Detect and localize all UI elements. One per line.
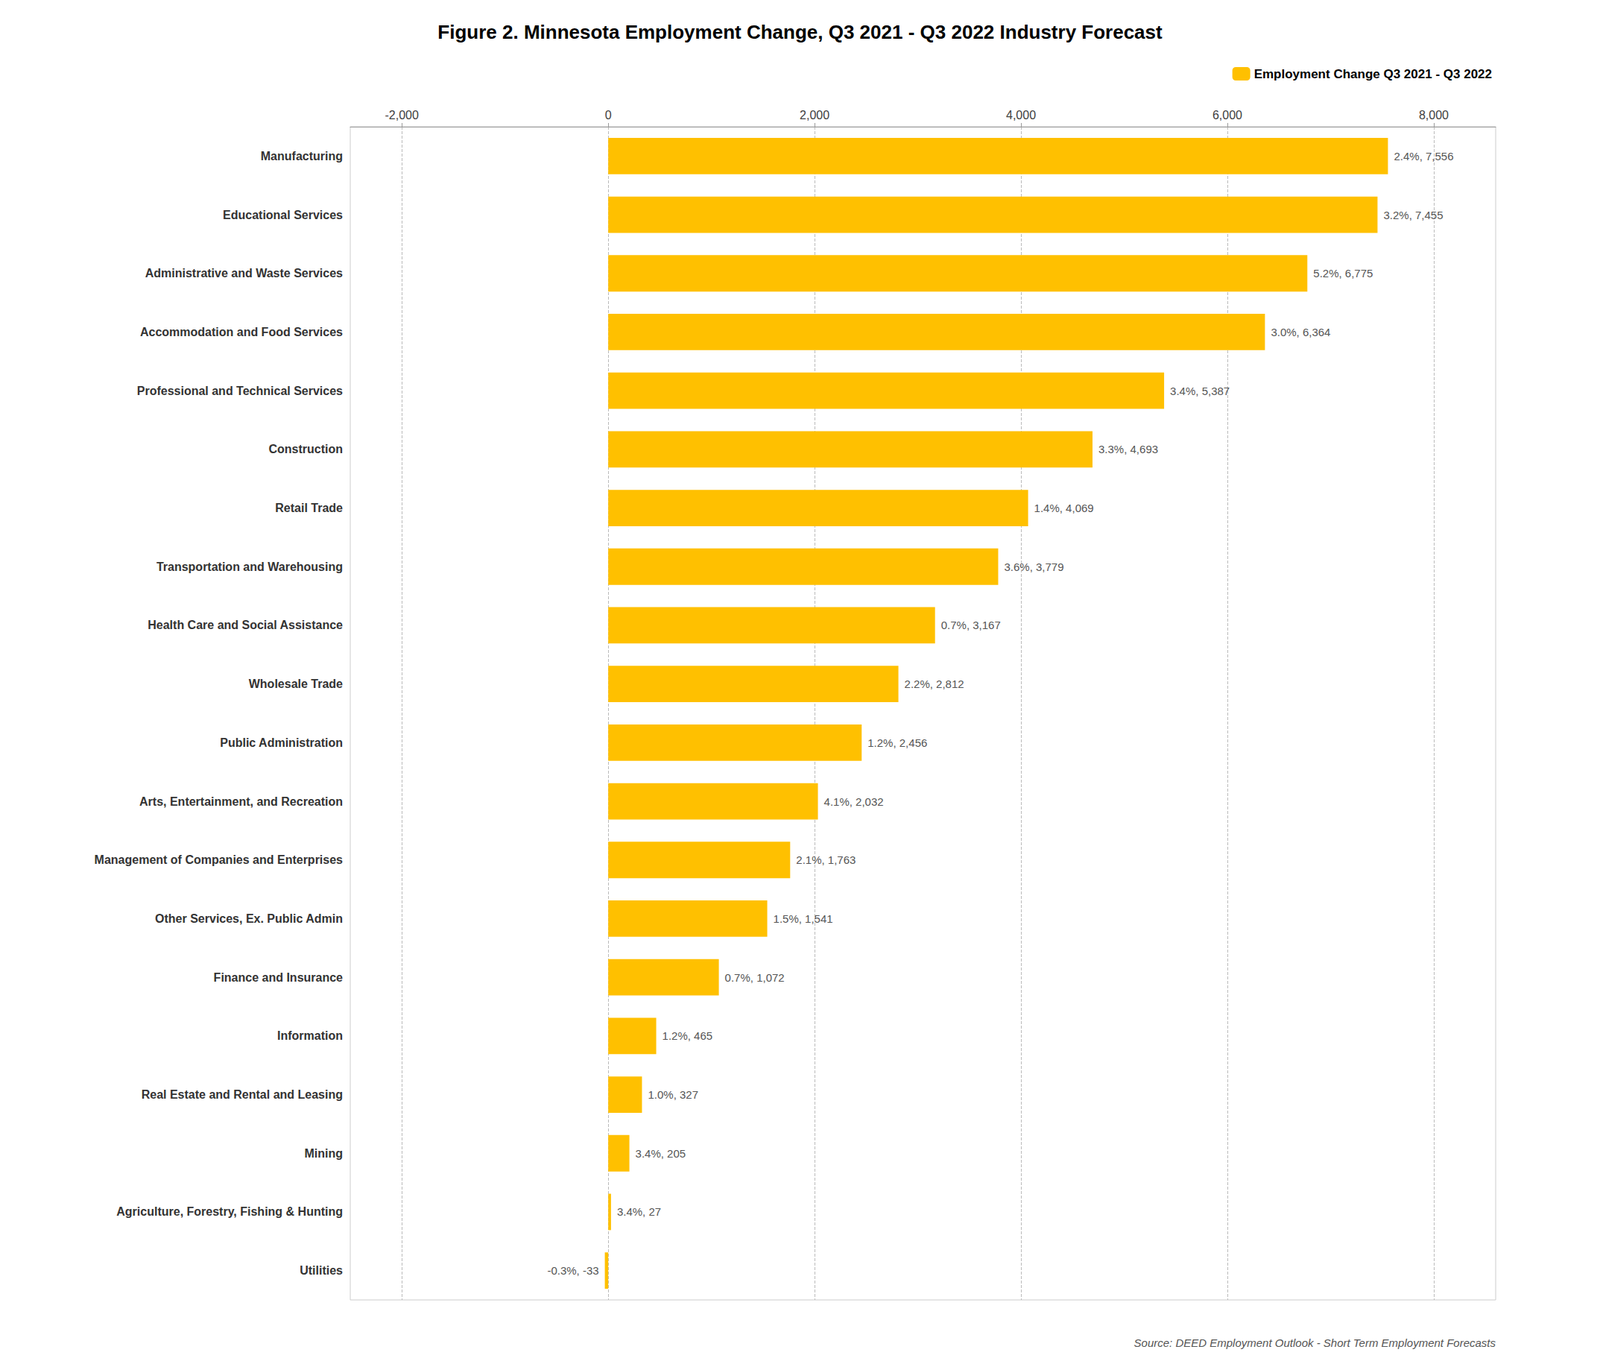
svg-text:Accommodation and Food Service: Accommodation and Food Services xyxy=(140,325,343,339)
svg-text:3.4%, 5,387: 3.4%, 5,387 xyxy=(1170,384,1230,398)
svg-text:3.6%, 3,779: 3.6%, 3,779 xyxy=(1003,560,1064,574)
svg-text:1.4%, 4,069: 1.4%, 4,069 xyxy=(1034,501,1094,515)
svg-text:Wholesale Trade: Wholesale Trade xyxy=(248,677,343,691)
svg-text:Health Care and Social Assista: Health Care and Social Assistance xyxy=(147,618,343,632)
svg-text:Real Estate and Rental and Lea: Real Estate and Rental and Leasing xyxy=(141,1088,343,1101)
svg-text:5.2%, 6,775: 5.2%, 6,775 xyxy=(1313,266,1373,280)
svg-text:Employment Change Q3 2021 - Q3: Employment Change Q3 2021 - Q3 2022 xyxy=(1254,67,1492,82)
svg-text:2.1%, 1,763: 2.1%, 1,763 xyxy=(795,853,856,866)
svg-text:Agriculture, Forestry, Fishing: Agriculture, Forestry, Fishing & Hunting xyxy=(116,1205,343,1218)
svg-text:1.2%, 465: 1.2%, 465 xyxy=(662,1029,714,1042)
svg-text:Utilities: Utilities xyxy=(299,1263,343,1277)
svg-text:2.2%, 2,812: 2.2%, 2,812 xyxy=(904,677,965,691)
svg-text:8,000: 8,000 xyxy=(1418,108,1449,122)
svg-text:Figure 2. Minnesota Employment: Figure 2. Minnesota Employment Change, Q… xyxy=(437,20,1163,44)
svg-text:2.4%, 7,556: 2.4%, 7,556 xyxy=(1393,149,1454,163)
svg-text:Construction: Construction xyxy=(268,442,343,456)
svg-text:6,000: 6,000 xyxy=(1212,108,1243,122)
svg-text:1.5%, 1,541: 1.5%, 1,541 xyxy=(773,912,834,925)
svg-text:0: 0 xyxy=(605,108,612,122)
svg-text:4.1%, 2,032: 4.1%, 2,032 xyxy=(824,795,884,808)
svg-text:Manufacturing: Manufacturing xyxy=(260,149,343,163)
svg-text:3.3%, 4,693: 3.3%, 4,693 xyxy=(1098,442,1159,456)
svg-text:1.0%, 327: 1.0%, 327 xyxy=(647,1088,699,1101)
svg-text:2,000: 2,000 xyxy=(799,108,830,122)
svg-text:Public Administration: Public Administration xyxy=(219,736,343,749)
svg-text:-0.3%, -33: -0.3%, -33 xyxy=(546,1263,599,1277)
svg-text:0.7%, 3,167: 0.7%, 3,167 xyxy=(941,618,1001,632)
svg-text:Administrative and Waste Servi: Administrative and Waste Services xyxy=(145,266,343,280)
svg-text:Professional and Technical Ser: Professional and Technical Services xyxy=(137,384,343,398)
svg-text:Retail Trade: Retail Trade xyxy=(274,501,343,515)
svg-text:-2,000: -2,000 xyxy=(385,108,419,122)
svg-text:Management of Companies and En: Management of Companies and Enterprises xyxy=(94,853,344,866)
svg-text:Other Services, Ex. Public Adm: Other Services, Ex. Public Admin xyxy=(155,912,343,925)
svg-text:3.0%, 6,364: 3.0%, 6,364 xyxy=(1270,325,1331,339)
svg-text:Transportation and Warehousing: Transportation and Warehousing xyxy=(156,560,343,574)
svg-text:0.7%, 1,072: 0.7%, 1,072 xyxy=(725,971,785,984)
svg-text:3.4%, 205: 3.4%, 205 xyxy=(635,1146,687,1160)
svg-text:4,000: 4,000 xyxy=(1006,108,1036,122)
svg-text:Arts, Entertainment, and Recre: Arts, Entertainment, and Recreation xyxy=(139,795,343,808)
svg-text:1.2%, 2,456: 1.2%, 2,456 xyxy=(867,736,928,749)
svg-text:3.4%, 27: 3.4%, 27 xyxy=(617,1205,662,1218)
svg-text:3.2%, 7,455: 3.2%, 7,455 xyxy=(1383,208,1443,222)
svg-text:Source: DEED Employment Outloo: Source: DEED Employment Outlook - Short … xyxy=(1134,1336,1497,1349)
svg-text:Information: Information xyxy=(277,1029,343,1042)
svg-text:Finance and Insurance: Finance and Insurance xyxy=(213,971,343,984)
svg-text:Educational Services: Educational Services xyxy=(222,208,343,222)
svg-text:Mining: Mining xyxy=(304,1146,343,1160)
